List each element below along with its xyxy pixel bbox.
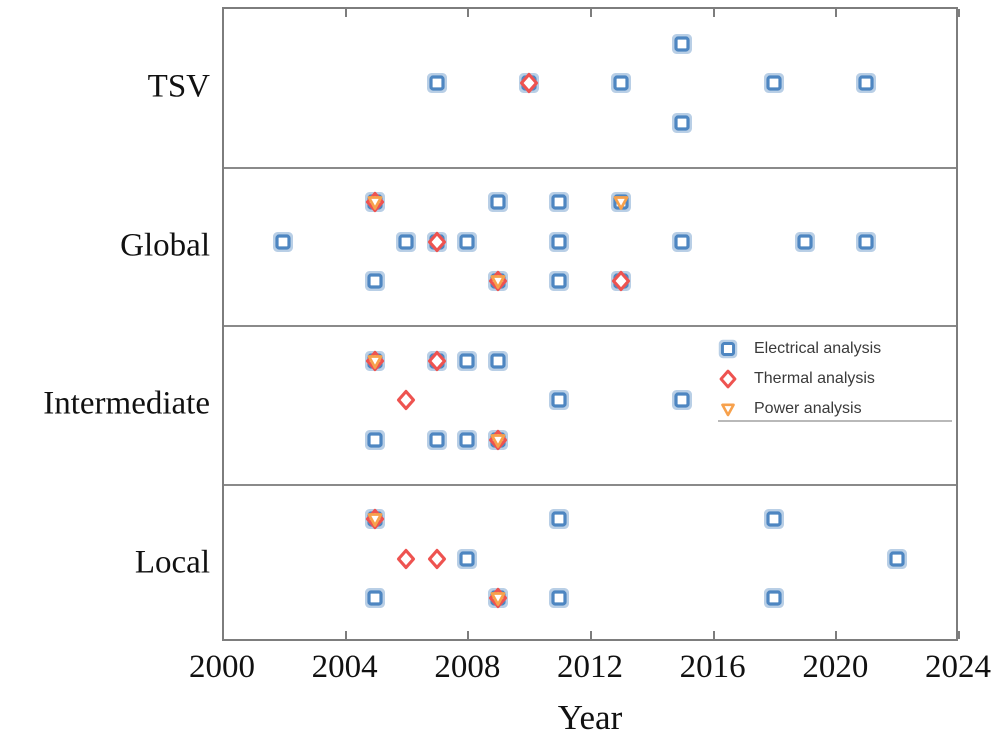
row-separator	[224, 483, 956, 486]
y-category-label: TSV	[147, 68, 210, 105]
y-category-label: Global	[120, 227, 210, 264]
legend-label: Power analysis	[754, 400, 862, 417]
tick-top	[590, 9, 592, 17]
legend-label: Thermal analysis	[754, 370, 875, 387]
x-tick-label: 2004	[311, 649, 378, 685]
legend-label: Electrical analysis	[754, 340, 882, 357]
diamond-marker-icon	[719, 369, 737, 389]
tick-top	[222, 9, 224, 17]
row-separator	[224, 166, 956, 169]
tick-bottom	[835, 631, 838, 639]
x-tick-label: 2016	[679, 649, 746, 685]
tick-bottom	[590, 631, 592, 639]
x-tick-label: 2012	[557, 649, 623, 685]
tick-top	[835, 9, 838, 17]
tick-top	[958, 9, 960, 17]
x-tick-label: 2000	[189, 649, 255, 685]
x-tick-label: 2008	[434, 649, 501, 685]
tick-bottom	[467, 631, 470, 639]
x-tick-label: 2024	[925, 649, 991, 685]
legend-entry: Electrical analysis	[716, 334, 881, 364]
y-category-label: Intermediate	[43, 385, 210, 422]
tick-top	[467, 9, 470, 17]
x-axis-title: Year	[557, 698, 623, 737]
row-separator	[224, 325, 956, 327]
triangle-down-marker-icon	[721, 403, 735, 417]
y-category-label: Local	[134, 544, 210, 581]
legend-entry: Power analysis	[716, 394, 881, 424]
x-tick-label: 2020	[802, 649, 869, 685]
legend-entry: Thermal analysis	[716, 364, 881, 394]
tick-bottom	[344, 631, 347, 639]
tick-bottom	[958, 631, 960, 639]
tick-top	[344, 9, 347, 17]
chart-legend: Electrical analysis Thermal analysis Power…	[716, 334, 881, 424]
legend-underline	[718, 420, 952, 422]
tick-bottom	[222, 631, 224, 639]
square-marker-icon	[718, 339, 738, 359]
plot-area	[222, 7, 960, 641]
tick-bottom	[712, 631, 715, 639]
tick-top	[712, 9, 715, 17]
